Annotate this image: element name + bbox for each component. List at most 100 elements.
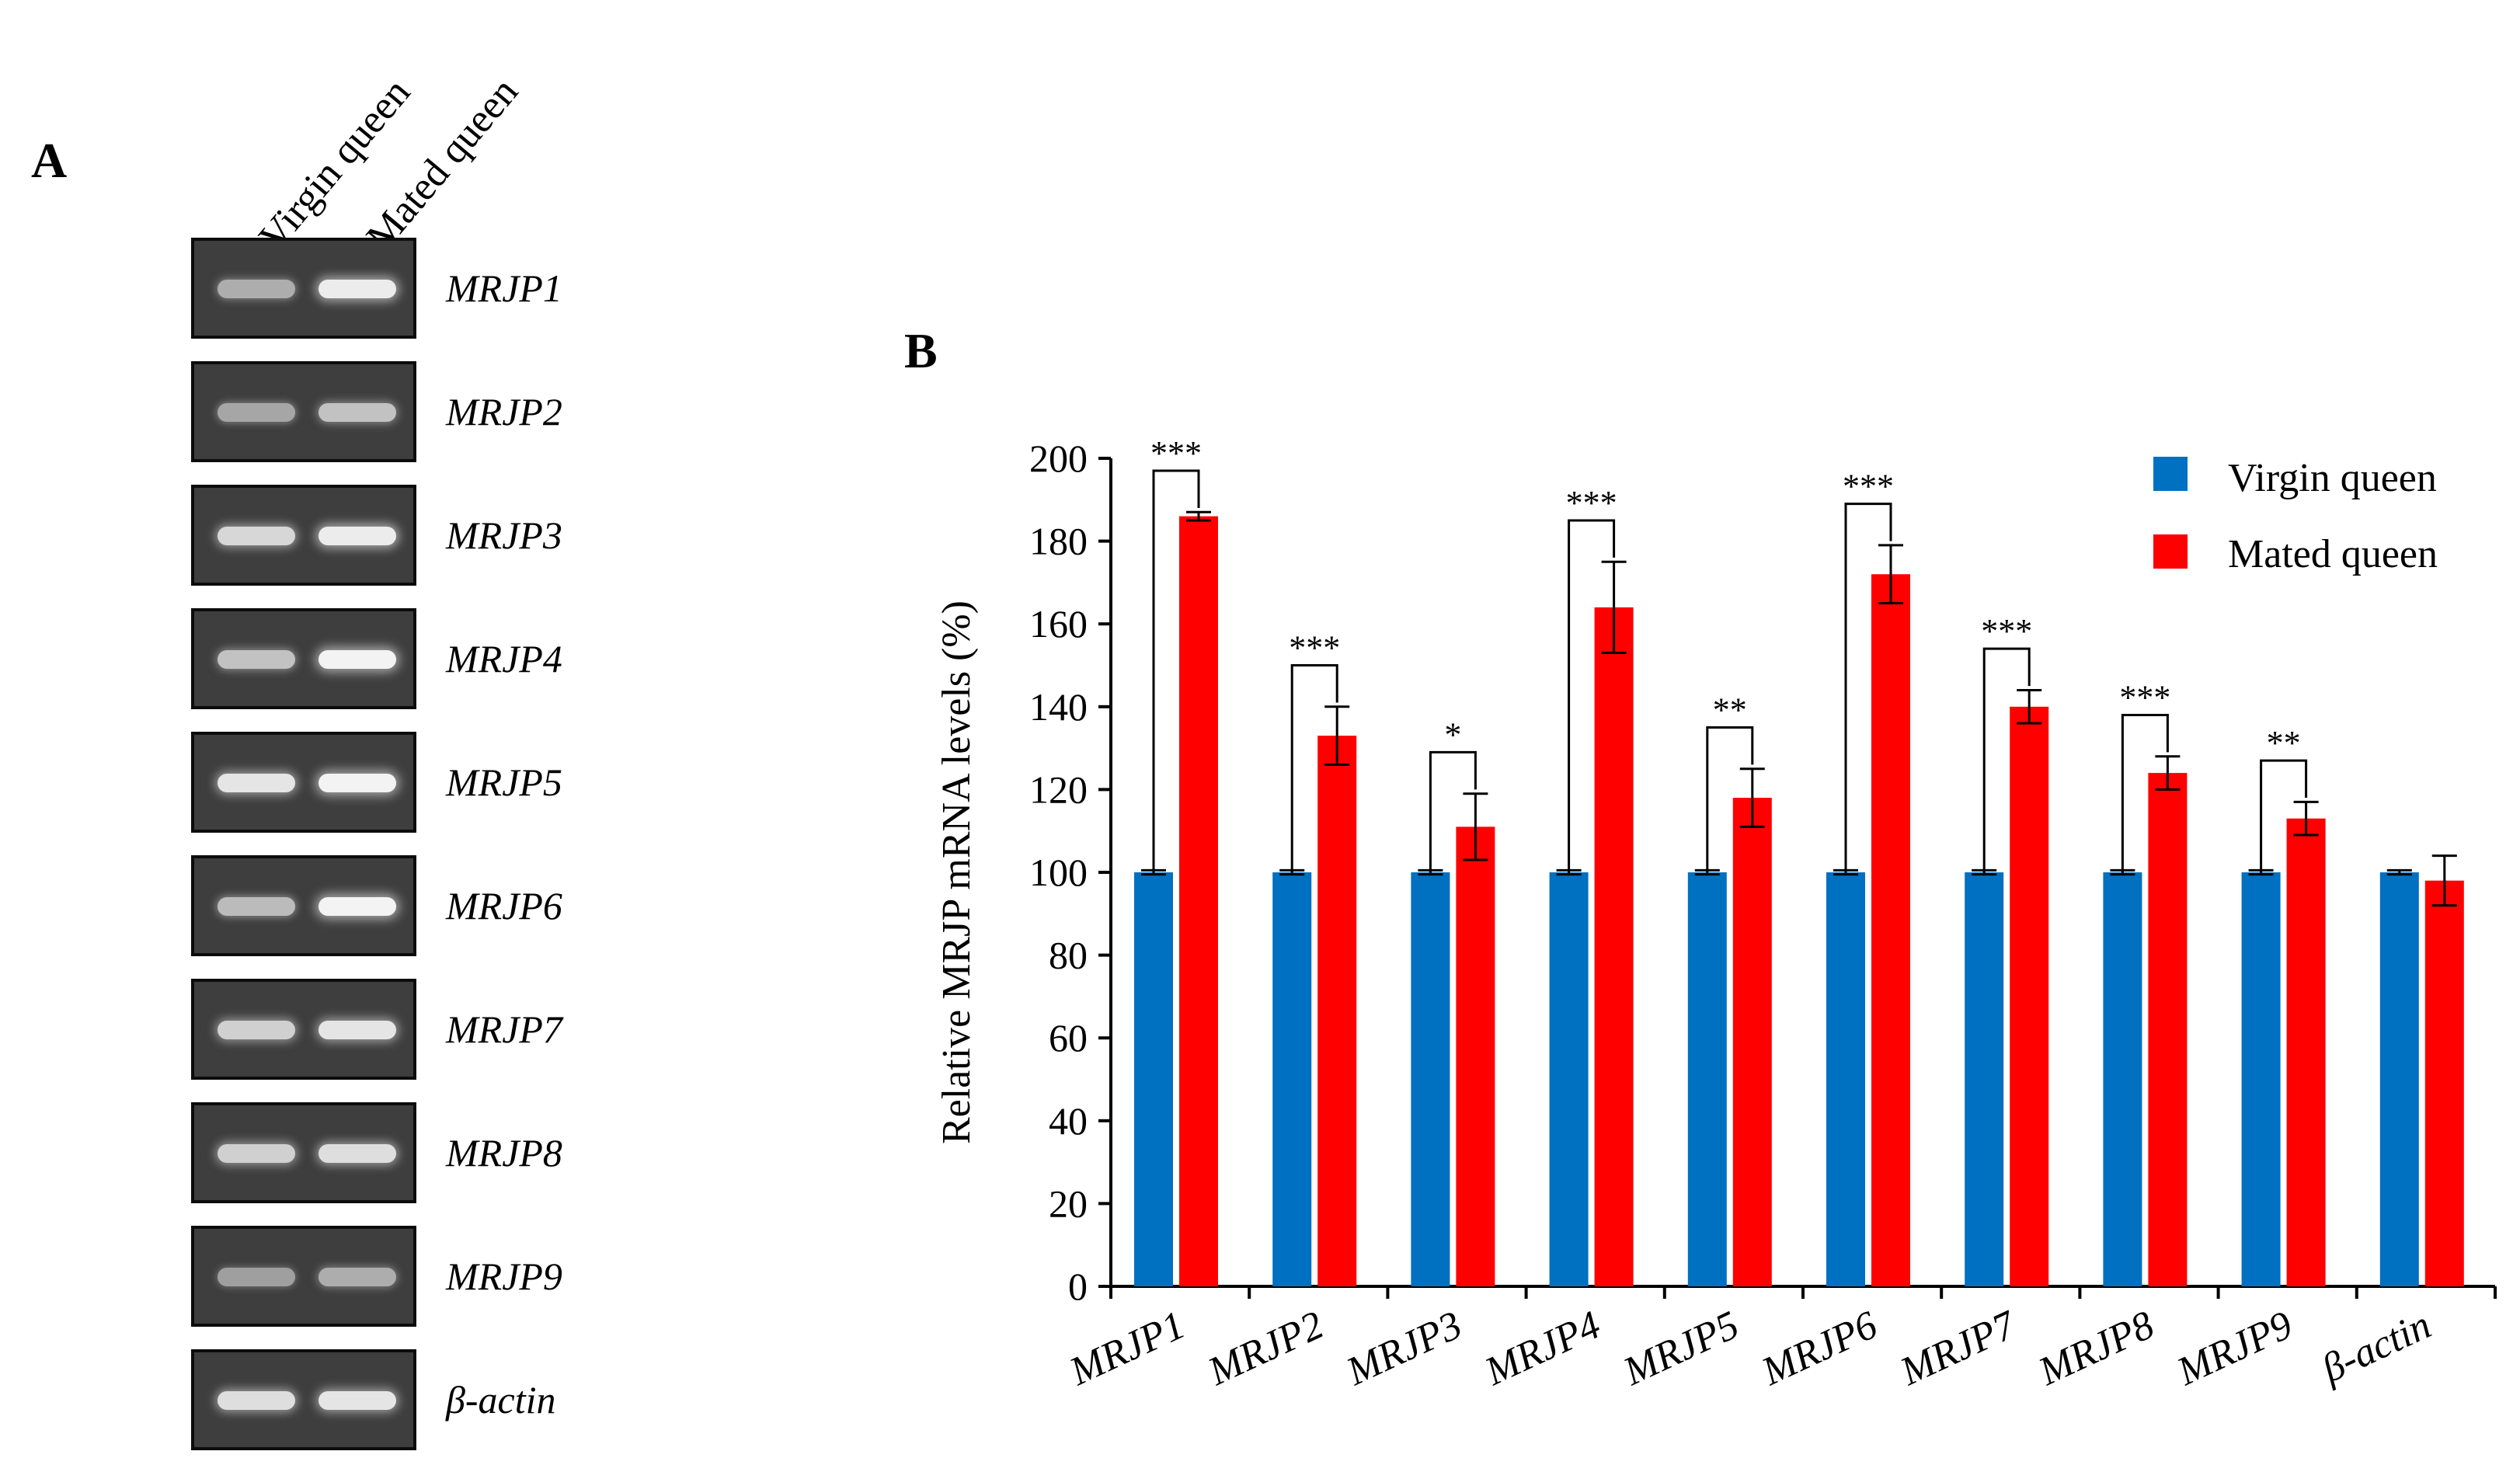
gel-strip (191, 361, 416, 462)
significance-marker: * (1444, 715, 1461, 753)
gel-gene-label: MRJP1 (446, 266, 562, 310)
legend-label-virgin-queen: Virgin queen (2228, 456, 2437, 500)
x-tick-label: MRJP7 (1893, 1302, 2024, 1394)
x-tick-label: β-actin (2315, 1303, 2438, 1391)
significance-marker: *** (1289, 629, 1340, 667)
gel-band-mated (318, 1268, 396, 1286)
x-tick-label: MRJP2 (1201, 1303, 1330, 1394)
significance-marker: *** (1843, 468, 1894, 506)
gel-band-virgin (218, 1391, 295, 1410)
y-tick-label: 100 (1029, 851, 1088, 894)
y-tick-label: 120 (1029, 767, 1088, 811)
gel-band-mated (318, 1391, 396, 1410)
bar-mated (2286, 818, 2326, 1286)
x-tick-label: MRJP3 (1339, 1303, 1468, 1394)
gel-band-mated (318, 1021, 396, 1039)
significance-bracket (2121, 713, 2169, 872)
y-tick-label: 160 (1029, 602, 1088, 646)
significance-marker: *** (1150, 434, 1202, 472)
gel-band-mated (318, 280, 396, 298)
y-tick-label: 60 (1049, 1016, 1088, 1060)
gel-gene-label: MRJP4 (446, 637, 562, 680)
gel-strip (191, 732, 416, 833)
gel-strip (191, 1102, 416, 1203)
x-tick-label: MRJP5 (1617, 1303, 1746, 1394)
bar-virgin (1272, 872, 1312, 1286)
gel-strip (191, 855, 416, 956)
bar-virgin (1134, 872, 1173, 1286)
x-tick-label: MRJP1 (1063, 1303, 1192, 1394)
bar-mated (1179, 516, 1218, 1286)
gel-band-mated (318, 403, 396, 422)
gel-gene-label: MRJP2 (446, 390, 562, 433)
significance-bracket (1152, 469, 1200, 872)
panel-a-letter: A (31, 133, 68, 188)
y-tick-label: 140 (1029, 685, 1088, 729)
gel-band-virgin (218, 403, 295, 422)
gel-band-mated (318, 650, 396, 669)
y-tick-label: 0 (1068, 1265, 1088, 1308)
significance-bracket (2260, 759, 2308, 872)
y-tick-label: 180 (1029, 520, 1088, 563)
panel-b-letter: B (904, 323, 938, 378)
bar-virgin (2103, 872, 2142, 1286)
bar-mated (2010, 706, 2049, 1286)
legend-swatch-mated-queen (2153, 534, 2188, 569)
gel-strip (191, 1349, 416, 1450)
bar-mated (1317, 736, 1357, 1286)
bar-mated (1732, 798, 1772, 1286)
gel-band-virgin (218, 1144, 295, 1163)
y-tick-label: 40 (1049, 1099, 1088, 1143)
significance-bracket (1706, 726, 1754, 872)
significance-bracket (1568, 519, 1616, 872)
gel-band-mated (318, 1144, 396, 1163)
gel-gene-label: MRJP9 (446, 1255, 562, 1298)
gel-strip (191, 485, 416, 586)
gel-gene-label: MRJP6 (446, 884, 562, 927)
significance-marker: *** (1566, 484, 1617, 522)
bar-virgin (1411, 872, 1450, 1286)
gel-band-mated (318, 774, 396, 792)
gel-strip (191, 979, 416, 1080)
gel-strip (191, 238, 416, 339)
gel-band-virgin (218, 650, 295, 669)
bar-virgin (1965, 872, 2004, 1286)
y-tick-label: 80 (1049, 934, 1088, 977)
bar-mated (2424, 880, 2464, 1286)
bar-virgin (2241, 872, 2281, 1286)
legend-swatch-virgin-queen (2153, 457, 2188, 491)
gel-band-virgin (218, 774, 295, 792)
bar-mated (1871, 574, 1910, 1286)
bar-virgin (1826, 872, 1865, 1286)
gel-band-mated (318, 897, 396, 916)
x-tick-label: MRJP6 (1755, 1303, 1884, 1394)
gel-strip (191, 1226, 416, 1327)
y-axis-title: Relative MRJP mRNA levels (%) (935, 600, 979, 1144)
gel-band-virgin (218, 1021, 295, 1039)
gel-strip (191, 608, 416, 709)
gel-gene-label: MRJP3 (446, 513, 562, 557)
legend-label-mated-queen: Mated queen (2228, 532, 2438, 576)
gel-gene-label: MRJP7 (446, 1007, 562, 1051)
x-tick-label: MRJP8 (2031, 1303, 2160, 1394)
bar-mated (1456, 826, 1495, 1286)
y-tick-label: 200 (1029, 437, 1088, 480)
gel-band-virgin (218, 280, 295, 298)
bar-virgin (1687, 872, 1727, 1286)
significance-marker: ** (1713, 691, 1747, 729)
significance-marker: ** (2267, 724, 2301, 762)
x-tick-label: MRJP9 (2170, 1303, 2299, 1394)
gel-band-virgin (218, 1268, 295, 1286)
gel-band-virgin (218, 897, 295, 916)
bar-virgin (2379, 872, 2419, 1286)
bar-virgin (1549, 872, 1589, 1286)
bar-mated (2148, 773, 2188, 1286)
gel-gene-label: MRJP8 (446, 1131, 562, 1174)
gel-gene-label: β-actin (446, 1378, 556, 1422)
significance-bracket (1429, 750, 1477, 872)
y-tick-label: 20 (1049, 1181, 1088, 1225)
gel-band-mated (318, 527, 396, 545)
gel-band-virgin (218, 527, 295, 545)
gel-gene-label: MRJP5 (446, 760, 562, 804)
